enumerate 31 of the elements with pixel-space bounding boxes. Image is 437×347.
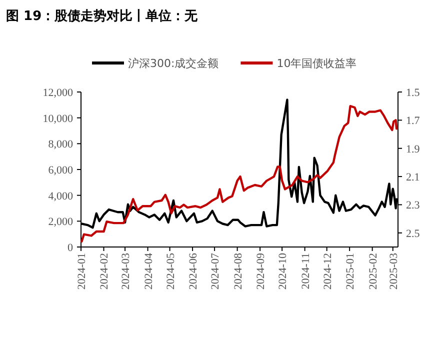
- y-tick-label: 2,000: [48, 216, 74, 228]
- y-tick-label: 0: [68, 242, 74, 254]
- x-tick-label: 2025-01: [344, 253, 357, 290]
- x-tick-label: 2024-08: [232, 252, 244, 290]
- x-tick-label: 2025-03: [388, 252, 400, 290]
- y-tick-label: 10,000: [42, 112, 74, 125]
- y-tick-label: 8,000: [48, 138, 74, 151]
- y2-tick-label: 2.1: [406, 172, 420, 184]
- legend-label: 沪深300:成交金额: [128, 57, 219, 70]
- x-tick-label: 2024-01: [76, 253, 88, 290]
- y-tick-label: 4,000: [48, 190, 74, 202]
- x-tick-label: 2024-09: [255, 252, 268, 290]
- y-tick-label: 12,000: [42, 87, 74, 99]
- chart-title: 图 19：股债走势对比丨单位：无: [6, 8, 199, 24]
- y2-tick-label: 2.5: [406, 228, 420, 240]
- x-tick-label: 2024-05: [164, 252, 177, 290]
- x-tick-label: 2024-02: [98, 253, 111, 290]
- x-tick-label: 2024-06: [188, 252, 200, 290]
- y2-tick-label: 1.9: [406, 143, 420, 156]
- x-tick-label: 2024-12: [322, 253, 334, 290]
- y2-tick-label: 1.7: [406, 115, 420, 128]
- legend-label: 10年国债收益率: [276, 57, 357, 70]
- x-tick-label: 2024-10: [277, 252, 290, 290]
- y2-tick-label: 2.3: [406, 200, 420, 212]
- x-tick-label: 2024-04: [142, 252, 155, 290]
- y-tick-label: 6,000: [48, 164, 74, 176]
- x-tick-label: 2024-11: [300, 253, 312, 290]
- x-tick-label: 2025-02: [367, 253, 380, 290]
- x-tick-label: 2024-03: [120, 252, 132, 290]
- y2-tick-label: 1.5: [406, 87, 420, 99]
- x-tick-label: 2024-07: [210, 252, 222, 290]
